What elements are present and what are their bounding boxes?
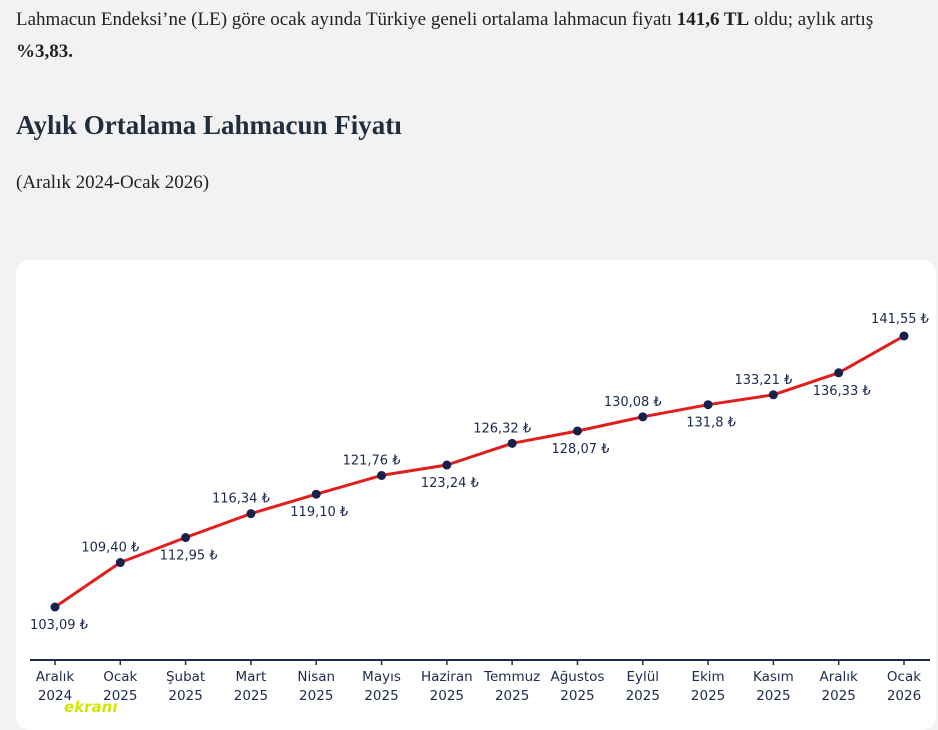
x-tick-label-month: Haziran <box>421 669 473 685</box>
x-tick-label-month: Temmuz <box>483 669 540 685</box>
data-point <box>311 489 321 499</box>
x-tick-label-year: 2024 <box>38 688 72 704</box>
data-point <box>507 438 517 448</box>
data-label: 130,08 ₺ <box>604 395 662 410</box>
data-label: 109,40 ₺ <box>81 541 139 556</box>
x-tick-label-month: Ekim <box>691 669 724 685</box>
x-tick-label-year: 2025 <box>756 688 790 704</box>
x-tick-label-year: 2025 <box>430 688 464 704</box>
data-label: 141,55 ₺ <box>871 312 929 327</box>
chart-subtitle: (Aralık 2024-Ocak 2026) <box>16 172 210 193</box>
chart-title: Aylık Ortalama Lahmacun Fiyatı <box>16 110 402 140</box>
x-tick-label-year: 2025 <box>299 688 333 704</box>
data-point <box>442 460 452 470</box>
x-tick-label-month: Aralık <box>819 669 858 685</box>
chart-card <box>16 260 936 730</box>
data-label: 128,07 ₺ <box>552 442 610 457</box>
x-tick-label-year: 2025 <box>626 688 660 704</box>
x-tick-label-year: 2025 <box>168 688 202 704</box>
data-label: 116,34 ₺ <box>212 492 270 507</box>
x-tick-label-year: 2025 <box>822 688 856 704</box>
x-tick-label-month: Aralık <box>36 669 75 685</box>
intro-part-2: oldu; aylık artış <box>749 9 874 30</box>
x-tick-label-month: Ağustos <box>550 669 604 685</box>
data-point <box>703 400 713 410</box>
intro-increase: %3,83. <box>16 41 73 62</box>
x-tick-label-month: Nisan <box>297 669 335 685</box>
data-label: 121,76 ₺ <box>343 453 401 468</box>
data-point <box>181 533 191 543</box>
data-label: 103,09 ₺ <box>30 618 88 633</box>
data-point <box>638 412 648 422</box>
x-tick-label-month: Eylül <box>626 669 659 685</box>
data-label: 123,24 ₺ <box>421 476 479 491</box>
site-logo: ekranı <box>64 698 118 716</box>
x-tick-label-month: Ocak <box>887 669 921 685</box>
data-point <box>246 509 256 519</box>
data-point <box>834 368 844 378</box>
x-tick-label-year: 2025 <box>560 688 594 704</box>
data-label: 126,32 ₺ <box>473 421 531 436</box>
data-point <box>115 558 125 568</box>
data-point <box>50 602 60 612</box>
x-tick-label-year: 2025 <box>103 688 137 704</box>
x-tick-label-month: Kasım <box>753 669 794 685</box>
data-label: 136,33 ₺ <box>813 384 871 399</box>
x-tick-label-month: Mayıs <box>362 669 401 685</box>
series-line <box>54 334 905 609</box>
x-tick-label-year: 2025 <box>234 688 268 704</box>
data-point <box>768 390 778 400</box>
x-tick-label-month: Mart <box>236 669 267 685</box>
data-point <box>377 470 387 480</box>
x-tick-label-year: 2025 <box>691 688 725 704</box>
intro-price: 141,6 TL <box>676 9 750 30</box>
data-label: 131,8 ₺ <box>686 416 736 431</box>
x-tick-label-month: Şubat <box>166 669 205 685</box>
intro-part-1: Lahmacun Endeksi’ne (LE) göre ocak ayınd… <box>16 9 677 30</box>
data-point <box>899 331 909 341</box>
data-label: 119,10 ₺ <box>290 505 348 520</box>
intro-text: Lahmacun Endeksi’ne (LE) göre ocak ayınd… <box>16 4 931 68</box>
x-tick-label-year: 2025 <box>495 688 529 704</box>
data-label: 112,95 ₺ <box>160 549 218 564</box>
data-label: 133,21 ₺ <box>734 373 792 388</box>
data-point <box>572 426 582 436</box>
x-tick-label-year: 2025 <box>364 688 398 704</box>
x-tick-label-year: 2026 <box>887 688 921 704</box>
x-tick-label-month: Ocak <box>103 669 137 685</box>
